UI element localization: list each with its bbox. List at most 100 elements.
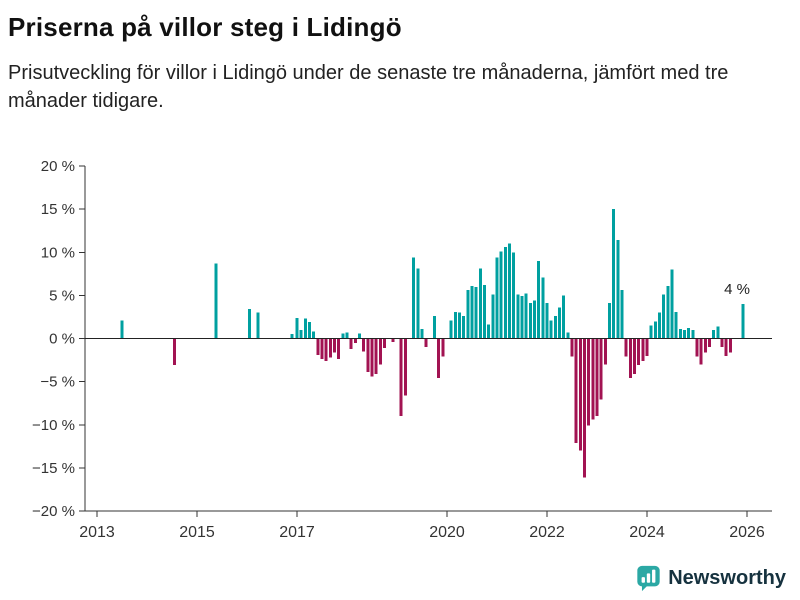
bar <box>553 316 558 339</box>
bar <box>599 338 603 400</box>
bar <box>486 324 491 339</box>
bar <box>336 338 341 360</box>
bar <box>582 338 587 478</box>
bar <box>661 294 666 339</box>
bar <box>507 243 512 339</box>
bar <box>724 338 728 356</box>
y-tick-label: 0 % <box>49 331 75 348</box>
x-tick-label: 2026 <box>729 524 765 541</box>
bar <box>320 338 324 360</box>
bar <box>516 294 520 339</box>
bar <box>256 312 260 339</box>
bar <box>328 338 333 358</box>
bar <box>578 338 583 451</box>
bar <box>645 338 649 356</box>
bar <box>716 326 720 339</box>
bar <box>711 329 716 339</box>
brand-footer: Newsworthy <box>636 565 786 592</box>
bar <box>678 329 683 339</box>
newsworthy-brand-text: Newsworthy <box>668 567 786 589</box>
bar <box>636 338 641 366</box>
bar <box>441 338 445 357</box>
bar <box>403 338 408 396</box>
bar <box>649 325 653 339</box>
bar <box>670 269 674 339</box>
bar <box>586 338 591 426</box>
bar <box>691 329 695 339</box>
bar <box>532 300 537 339</box>
page-subtitle: Prisutveckling för villor i Lidingö unde… <box>8 62 729 112</box>
bar <box>503 247 508 339</box>
bar <box>411 257 416 339</box>
bar <box>545 303 549 339</box>
bar <box>432 316 437 339</box>
x-tick-label: 2022 <box>529 524 565 541</box>
bar <box>624 338 628 357</box>
bar <box>172 338 177 366</box>
bar <box>474 286 478 339</box>
bar <box>653 321 658 339</box>
bar <box>299 329 303 339</box>
bar <box>316 338 320 355</box>
bar <box>357 333 362 339</box>
bar <box>303 318 308 339</box>
bar <box>720 338 724 348</box>
bar <box>570 338 574 357</box>
bar <box>603 338 608 365</box>
x-tick-label: 2020 <box>429 524 465 541</box>
bar <box>695 338 699 357</box>
bar <box>307 322 312 339</box>
bar <box>416 268 420 339</box>
y-tick-label: −5 % <box>40 374 75 391</box>
bar <box>290 334 294 339</box>
bar <box>666 285 670 339</box>
bar <box>366 338 370 373</box>
latest-value-annotation: 4 % <box>724 281 750 298</box>
bar <box>741 304 745 339</box>
bar <box>361 338 366 352</box>
y-tick-label: 10 % <box>41 244 75 261</box>
bar <box>466 290 470 339</box>
bar <box>536 260 541 339</box>
bar <box>611 209 616 339</box>
bar <box>491 294 495 339</box>
bar <box>620 290 624 339</box>
bar <box>499 251 503 339</box>
bar <box>561 295 566 339</box>
bar <box>247 309 252 339</box>
bar <box>391 338 395 342</box>
bar <box>370 338 374 377</box>
bar <box>616 240 620 339</box>
bar <box>214 263 218 339</box>
bar <box>453 311 458 339</box>
x-tick-label: 2017 <box>279 524 315 541</box>
price-chart: 20 %15 %10 %5 %0 %−5 %−10 %−15 %−20 %201… <box>32 158 772 541</box>
bar <box>349 338 353 349</box>
bar <box>436 338 441 379</box>
bar <box>574 338 578 443</box>
bar <box>470 285 474 339</box>
page-title: Priserna på villor steg i Lidingö <box>8 12 402 42</box>
bar <box>686 328 691 339</box>
bar <box>595 338 599 417</box>
bar <box>566 332 570 339</box>
bar <box>311 331 316 339</box>
bar <box>295 317 299 339</box>
bar <box>520 296 524 339</box>
bar <box>495 257 499 339</box>
bar <box>478 268 483 339</box>
bar <box>378 338 383 365</box>
bar <box>703 338 708 353</box>
bar <box>345 332 349 339</box>
y-tick-label: −20 % <box>32 503 75 520</box>
bar <box>424 338 428 348</box>
bar <box>511 252 516 339</box>
bar <box>382 338 387 348</box>
bar <box>699 338 703 365</box>
bar <box>353 338 358 343</box>
bar <box>628 338 633 379</box>
bar <box>657 312 662 339</box>
bar <box>524 293 528 339</box>
bar <box>420 329 424 339</box>
x-tick-label: 2013 <box>79 524 115 541</box>
